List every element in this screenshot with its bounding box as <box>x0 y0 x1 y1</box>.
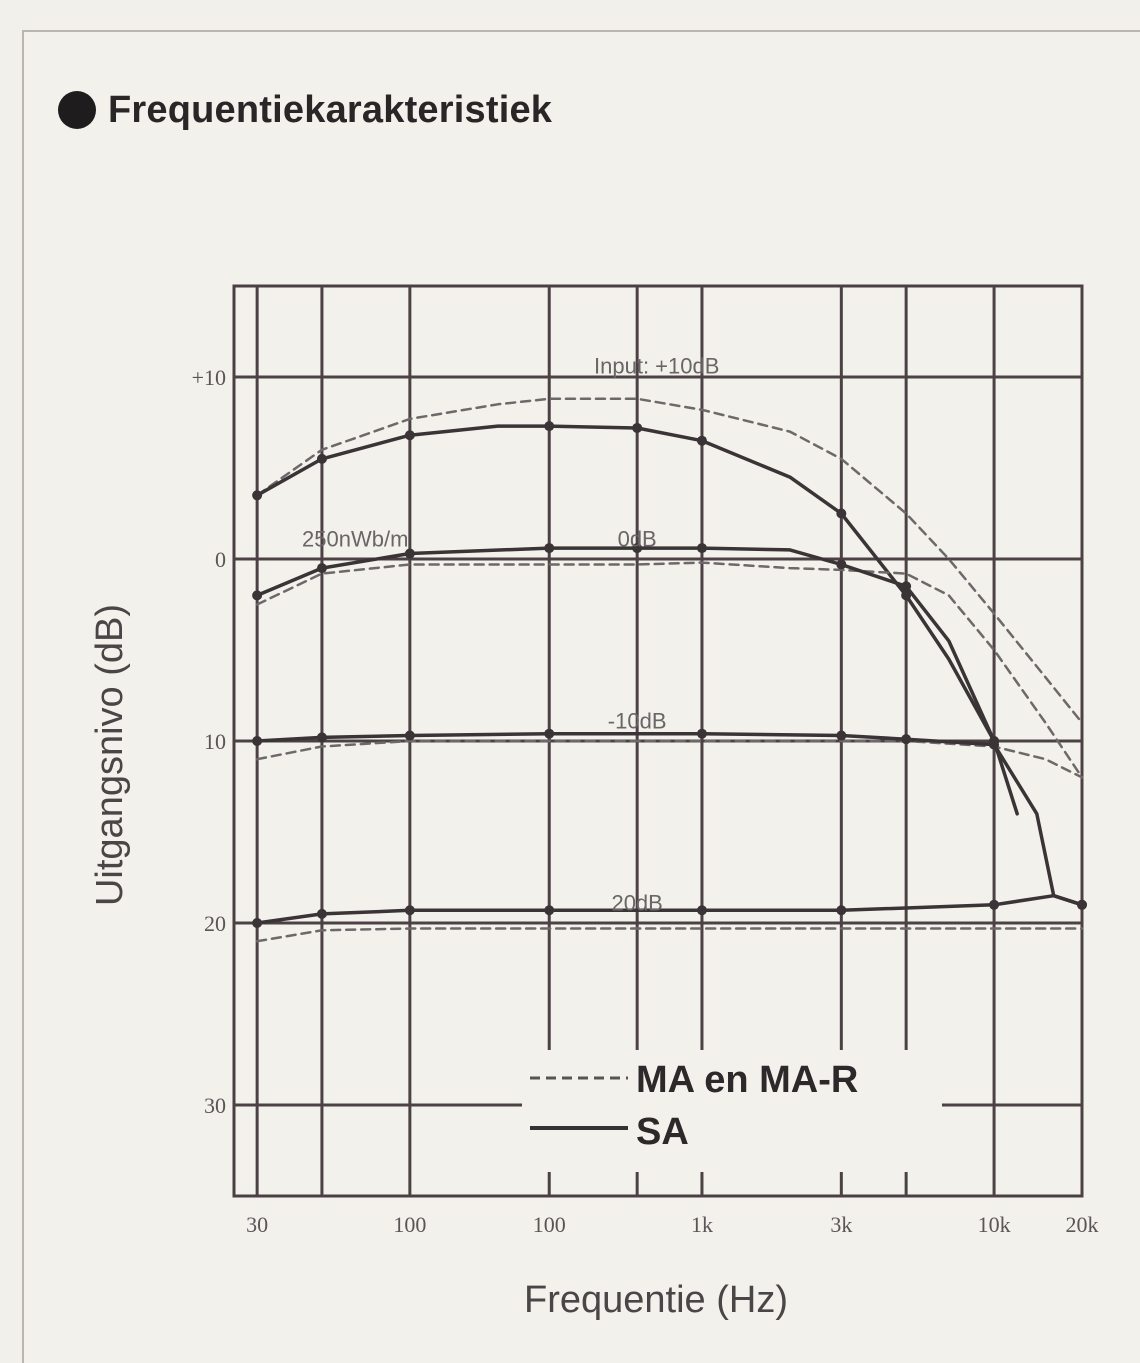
series-5-point-7 <box>989 739 1000 750</box>
x-tick-label-4: 3k <box>830 1212 852 1237</box>
y-tick-label-0: +10 <box>192 365 226 390</box>
series-7-point-1 <box>316 908 327 919</box>
series-5-point-6 <box>901 734 912 745</box>
annotation-3: -10dB <box>608 708 667 733</box>
series-3-point-7 <box>836 559 847 570</box>
series-7-point-2 <box>404 905 415 916</box>
x-tick-label-2: 100 <box>533 1212 566 1237</box>
series-7-point-6 <box>989 899 1000 910</box>
y-tick-label-3: 20 <box>204 911 226 936</box>
x-tick-label-5: 10k <box>978 1212 1011 1237</box>
series-1-point-2 <box>404 430 415 441</box>
series-line-6 <box>255 927 1084 943</box>
series-1-point-4 <box>544 421 555 432</box>
annotation-0: Input: +10dB <box>594 353 719 378</box>
series-5-point-3 <box>544 728 555 739</box>
series-7-point-8 <box>1077 899 1087 910</box>
x-tick-label-3: 1k <box>691 1212 713 1237</box>
chart-legend: MA en MA-R SA <box>522 1050 942 1172</box>
y-tick-label-1: 0 <box>215 547 226 572</box>
series-3-point-2 <box>404 548 415 559</box>
series-1-point-8 <box>836 508 847 519</box>
x-tick-label-6: 20k <box>1066 1212 1099 1237</box>
series-line-0 <box>255 397 1084 725</box>
series-3-point-8 <box>901 581 912 592</box>
chart-annotations: Input: +10dB 0dB 250nWb/m -10dB 20dB <box>302 353 719 915</box>
legend-label-ma: MA en MA-R <box>636 1059 858 1101</box>
series-5-point-0 <box>252 736 263 746</box>
series-1-point-6 <box>696 435 707 446</box>
figure-heading: Frequentiekarakteristiek <box>58 84 552 136</box>
series-7-point-5 <box>836 905 847 916</box>
series-line-3 <box>255 546 1019 816</box>
series-5-point-5 <box>836 730 847 741</box>
y-tick-label-4: 30 <box>204 1093 226 1118</box>
series-1-point-5 <box>632 422 643 433</box>
x-axis-label: Frequentie (Hz) <box>524 1279 788 1321</box>
series-7-point-0 <box>252 918 263 928</box>
series-line-5 <box>255 731 1084 907</box>
series-3-point-0 <box>252 590 263 601</box>
series-line-7 <box>255 893 1084 925</box>
series-1-point-9 <box>901 590 912 601</box>
annotation-4: 20dB <box>611 890 662 915</box>
series-3-point-1 <box>316 563 327 574</box>
x-tick-label-1: 100 <box>393 1212 426 1237</box>
series-7-point-4 <box>696 905 707 916</box>
series-line-2 <box>255 561 1084 779</box>
chart-markers <box>252 421 1087 928</box>
series-line-4 <box>255 739 1084 779</box>
series-5-point-2 <box>404 730 415 741</box>
chart-series <box>255 397 1084 943</box>
series-1-point-1 <box>316 453 327 464</box>
series-5-point-1 <box>316 732 327 743</box>
bullet-icon <box>58 91 96 129</box>
series-3-point-5 <box>696 543 707 554</box>
series-3-point-3 <box>544 543 555 554</box>
page-title: Frequentiekarakteristiek <box>108 88 553 131</box>
series-line-1 <box>255 424 996 743</box>
annotation-1: 0dB <box>618 526 657 551</box>
series-7-point-3 <box>544 905 555 916</box>
series-1-point-0 <box>252 490 263 501</box>
y-tick-label-2: 10 <box>204 729 226 754</box>
legend-label-sa: SA <box>636 1111 689 1153</box>
x-tick-label-0: 30 <box>246 1212 268 1237</box>
annotation-2: 250nWb/m <box>302 526 408 551</box>
series-3-point-4 <box>632 543 643 554</box>
y-axis-label: Uitgangsnivo (dB) <box>89 604 131 906</box>
series-5-point-4 <box>696 728 707 739</box>
chart-ticks: 30 100 100 1k 3k 10k 20k +10 0 10 20 30 <box>192 365 1099 1237</box>
